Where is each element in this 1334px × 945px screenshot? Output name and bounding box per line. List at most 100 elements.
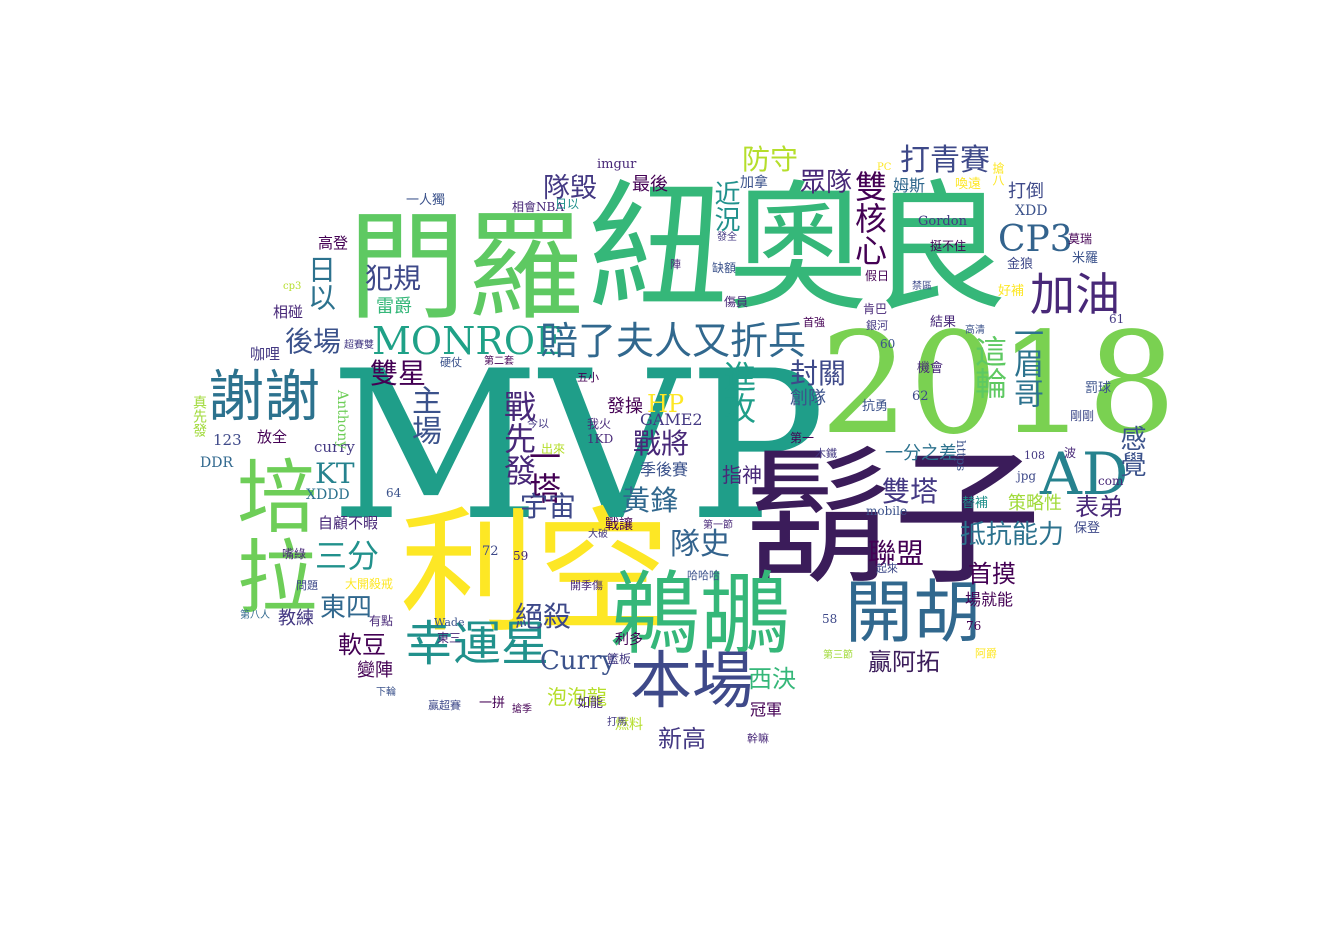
word: Wade bbox=[434, 616, 465, 629]
word: 第八人 bbox=[240, 610, 270, 621]
word: 打馬 bbox=[607, 717, 627, 728]
word: 波 bbox=[1064, 446, 1077, 460]
word: 姆斯 bbox=[893, 176, 926, 195]
word: 抵抗能力 bbox=[960, 520, 1065, 550]
word: jpg bbox=[1017, 469, 1037, 483]
word: 五小 bbox=[577, 371, 599, 384]
word: 59 bbox=[513, 549, 529, 563]
word: MVP bbox=[330, 328, 826, 566]
word: 開胡 bbox=[845, 574, 982, 653]
word: 隊史 bbox=[670, 527, 730, 562]
word: 指神 bbox=[722, 463, 762, 487]
word: 門羅 bbox=[348, 198, 585, 336]
word: 禁區 bbox=[912, 281, 932, 292]
word: 搶八 bbox=[991, 162, 1005, 186]
word: 培拉 bbox=[224, 455, 317, 615]
word: 木鐵 bbox=[815, 447, 837, 460]
word: 鵜鶘 bbox=[610, 562, 790, 667]
word: 今以 bbox=[527, 417, 549, 430]
word: 傷員 bbox=[724, 295, 749, 309]
word: 戰先發 bbox=[499, 390, 537, 486]
word: 大破 bbox=[588, 529, 608, 540]
word: 硬仗 bbox=[440, 356, 462, 369]
word: 封關 bbox=[790, 357, 847, 390]
word: com bbox=[1098, 474, 1124, 488]
word: 策略性 bbox=[1008, 493, 1062, 514]
word: 雙塔 bbox=[882, 475, 939, 508]
word: 超賽雙 bbox=[344, 340, 374, 351]
word: imgur bbox=[597, 157, 637, 172]
word: 一眉哥 bbox=[1008, 318, 1043, 408]
word: 雷爵 bbox=[376, 296, 412, 317]
word: 日以 bbox=[304, 255, 337, 311]
word: AD bbox=[1040, 440, 1129, 508]
word: 陣 bbox=[670, 258, 681, 271]
word: 搶季 bbox=[512, 704, 532, 715]
word: MONROE bbox=[372, 319, 563, 363]
word: 肯巴 bbox=[863, 302, 888, 316]
word: 鬍子 bbox=[745, 433, 1041, 605]
word: 籃板 bbox=[607, 652, 632, 666]
word: 日以 bbox=[555, 197, 580, 211]
word: 雙星 bbox=[370, 357, 427, 390]
word: 莫瑞 bbox=[1068, 232, 1093, 246]
word: 下輪 bbox=[376, 687, 396, 698]
word: DDR bbox=[200, 455, 233, 471]
word: 一塔 bbox=[524, 440, 562, 504]
word: 結果 bbox=[930, 315, 957, 330]
word: mobile bbox=[866, 504, 908, 518]
word: 有點 bbox=[369, 614, 394, 628]
word: 西決 bbox=[748, 665, 796, 693]
word: 60 bbox=[880, 337, 896, 351]
word: 高登 bbox=[318, 234, 349, 252]
word: HP bbox=[647, 390, 685, 418]
word: 相碰 bbox=[273, 303, 304, 321]
word: cp3 bbox=[283, 281, 302, 292]
word: 絕殺 bbox=[515, 600, 572, 633]
word: Curry bbox=[540, 646, 617, 676]
word: 放全 bbox=[257, 428, 288, 446]
word: 打青賽 bbox=[900, 143, 990, 178]
word: 加拿 bbox=[740, 175, 768, 191]
word: 問題 bbox=[296, 579, 318, 592]
word: 1KD bbox=[587, 432, 614, 446]
word: 本場 bbox=[630, 644, 755, 717]
word: 高清 bbox=[965, 325, 985, 336]
word: 表弟 bbox=[1075, 493, 1123, 521]
word: 替補 bbox=[962, 496, 989, 511]
word: 嘴綠 bbox=[282, 547, 307, 561]
word: 挺不住 bbox=[930, 239, 967, 253]
word: 58 bbox=[822, 612, 838, 626]
word: 東四 bbox=[320, 593, 373, 623]
word: 近況 bbox=[710, 180, 740, 232]
word: 紐奧良 bbox=[588, 168, 1009, 331]
word: 主場 bbox=[406, 385, 441, 445]
word: KT bbox=[315, 457, 355, 490]
word: 64 bbox=[386, 486, 402, 500]
word: 黃鋒 bbox=[622, 484, 679, 517]
word: 如能 bbox=[577, 696, 604, 711]
word: 三分 bbox=[315, 537, 380, 575]
word: 開季傷 bbox=[570, 579, 603, 592]
word: 東三 bbox=[437, 631, 462, 645]
word: https bbox=[954, 440, 968, 472]
word: 罰球 bbox=[1085, 381, 1112, 396]
word: 第一 bbox=[790, 431, 815, 445]
word: 教練 bbox=[278, 608, 314, 629]
word: 一拼 bbox=[479, 696, 506, 711]
word: 阿爵 bbox=[975, 647, 997, 660]
word: 發全 bbox=[717, 232, 737, 243]
word: 123 bbox=[213, 431, 242, 449]
word: 戰讓 bbox=[605, 517, 633, 533]
word: 喚遠 bbox=[955, 177, 982, 192]
word: XDD bbox=[1015, 203, 1048, 219]
word: curry bbox=[314, 438, 355, 456]
word: 防守 bbox=[742, 143, 799, 176]
word: 感覺 bbox=[1116, 425, 1146, 477]
word: 一人獨 bbox=[406, 193, 446, 208]
word: 首摸 bbox=[968, 560, 1016, 588]
word: 哈哈哈 bbox=[687, 569, 720, 582]
word: 第一節 bbox=[703, 520, 733, 531]
word: 相會NBA bbox=[512, 200, 564, 214]
